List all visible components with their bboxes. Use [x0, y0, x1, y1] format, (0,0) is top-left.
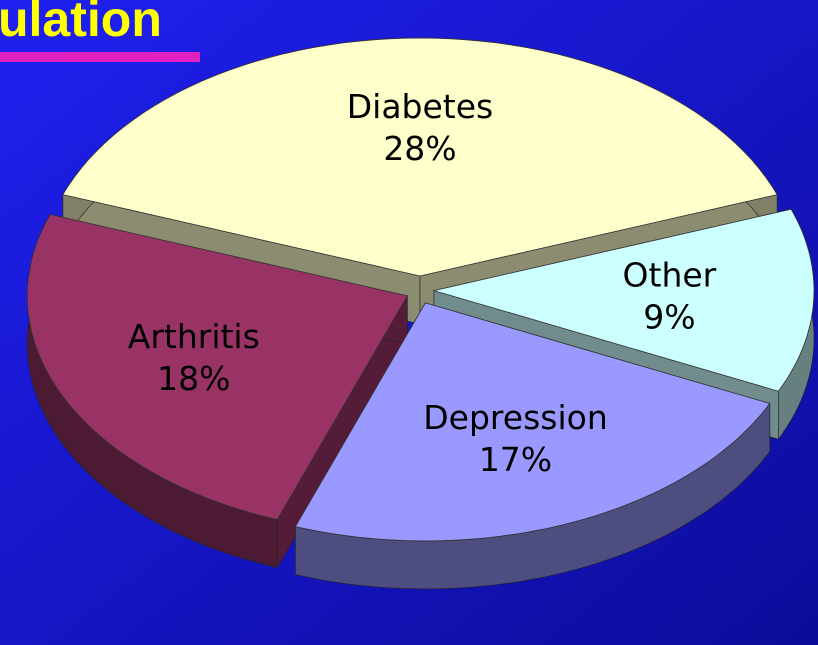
slice-top: [62, 37, 778, 277]
slice-label: Other: [623, 256, 717, 295]
slice-label: Arthritis: [128, 317, 260, 356]
slice-top: [26, 214, 408, 521]
slice-value-label: 17%: [479, 440, 552, 479]
chart-title: ulation: [0, 0, 162, 47]
slice-top: [432, 208, 815, 392]
slice-label: Depression: [423, 398, 607, 437]
slice: [26, 213, 408, 569]
slice-value-label: 18%: [157, 359, 230, 398]
slice-value-label: 9%: [643, 298, 695, 337]
slice-label: Diabetes: [347, 87, 494, 126]
title-underline: [0, 52, 200, 62]
slice: [294, 301, 771, 590]
slice-value-label: 28%: [383, 129, 456, 168]
slice-top: [294, 302, 771, 542]
